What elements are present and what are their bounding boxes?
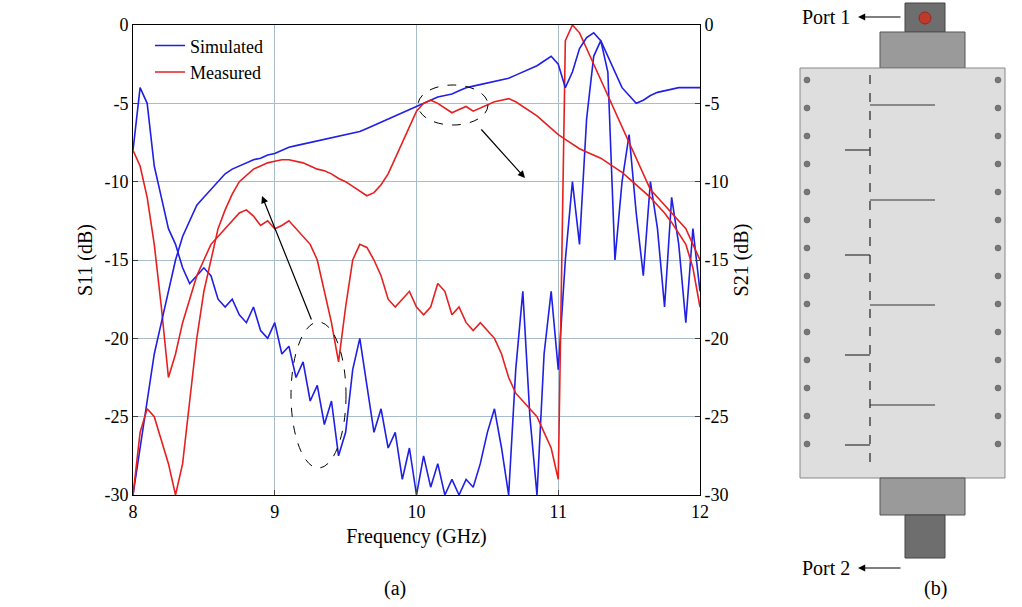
svg-text:(a): (a) (384, 577, 406, 600)
svg-text:Port 2: Port 2 (802, 557, 850, 579)
svg-text:11: 11 (550, 502, 567, 522)
svg-text:Frequency (GHz): Frequency (GHz) (346, 525, 487, 548)
svg-text:-20: -20 (705, 329, 729, 349)
svg-text:-25: -25 (705, 407, 729, 427)
svg-text:-10: -10 (705, 172, 729, 192)
svg-text:-30: -30 (104, 485, 128, 505)
svg-text:10: 10 (408, 502, 426, 522)
svg-text:12: 12 (691, 502, 709, 522)
svg-text:-15: -15 (705, 250, 729, 270)
svg-text:0: 0 (705, 15, 714, 35)
svg-text:-15: -15 (104, 250, 128, 270)
svg-text:(b): (b) (924, 577, 947, 600)
svg-text:S21 (dB): S21 (dB) (730, 224, 753, 297)
svg-text:9: 9 (270, 502, 279, 522)
svg-text:-5: -5 (705, 94, 720, 114)
svg-text:Simulated: Simulated (190, 37, 263, 57)
svg-text:-30: -30 (705, 485, 729, 505)
svg-text:Port 1: Port 1 (802, 6, 850, 28)
svg-text:Measured: Measured (190, 63, 261, 83)
svg-text:0: 0 (119, 15, 128, 35)
svg-text:-20: -20 (104, 329, 128, 349)
svg-text:8: 8 (129, 502, 138, 522)
svg-text:-25: -25 (104, 407, 128, 427)
svg-text:-10: -10 (104, 172, 128, 192)
svg-text:S11 (dB): S11 (dB) (74, 224, 97, 296)
svg-text:-5: -5 (113, 94, 128, 114)
